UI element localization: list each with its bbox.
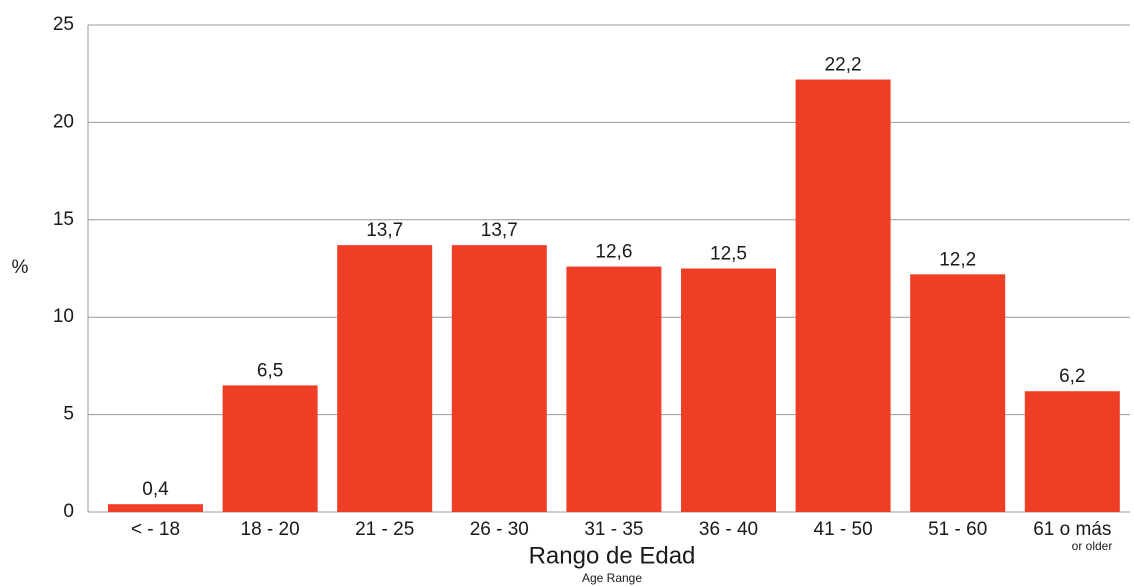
annotation: or older (1072, 539, 1113, 553)
value-label: 12,2 (939, 249, 976, 270)
value-label: 0,4 (142, 479, 169, 500)
bar (681, 268, 776, 512)
y-axis-label: % (12, 257, 29, 278)
x-tick-label: 31 - 35 (584, 519, 643, 540)
value-label: 6,2 (1059, 366, 1085, 387)
bar (337, 245, 433, 512)
bar (1024, 391, 1120, 512)
bar (795, 79, 891, 512)
y-tick-label: 5 (63, 404, 74, 425)
bar (910, 274, 1006, 512)
x-axis-label: Rango de Edad (529, 542, 696, 569)
value-label: 12,5 (710, 244, 747, 265)
bar (451, 245, 547, 512)
y-tick-label: 15 (53, 209, 74, 230)
x-tick-label: 21 - 25 (355, 519, 414, 540)
y-tick-label: 0 (63, 501, 74, 522)
x-tick-label: 36 - 40 (699, 519, 758, 540)
value-label: 6,5 (257, 360, 283, 381)
x-axis-sublabel: Age Range (582, 571, 642, 585)
value-label: 13,7 (481, 220, 518, 241)
value-label: 22,2 (825, 55, 862, 76)
y-tick-label: 25 (53, 14, 74, 35)
value-label: 12,6 (595, 242, 632, 263)
x-tick-label: 18 - 20 (241, 519, 300, 540)
y-tick-label: 10 (53, 306, 74, 327)
x-tick-label: 61 o más (1033, 519, 1111, 540)
x-tick-label: < - 18 (131, 519, 180, 540)
y-tick-label: 20 (53, 111, 74, 132)
bar (108, 504, 203, 512)
value-label: 13,7 (366, 220, 403, 241)
x-tick-label: 51 - 60 (928, 519, 987, 540)
x-tick-label: 26 - 30 (470, 519, 529, 540)
x-tick-label: 41 - 50 (814, 519, 873, 540)
bar (222, 385, 318, 512)
bar (566, 266, 662, 512)
